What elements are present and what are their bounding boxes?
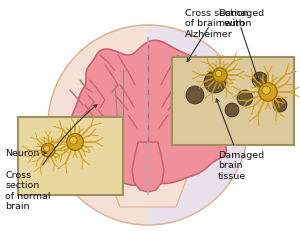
Circle shape — [262, 87, 270, 95]
Circle shape — [208, 76, 222, 89]
Circle shape — [44, 146, 50, 152]
Text: Cross
section
of normal
brain: Cross section of normal brain — [5, 105, 97, 210]
Circle shape — [240, 94, 250, 104]
Polygon shape — [96, 142, 200, 207]
Circle shape — [204, 72, 226, 94]
FancyBboxPatch shape — [172, 58, 294, 146]
Circle shape — [215, 71, 222, 78]
Circle shape — [259, 84, 277, 102]
Text: Cross section
of brain with
Alzheimer: Cross section of brain with Alzheimer — [185, 9, 248, 39]
Polygon shape — [70, 41, 244, 186]
Circle shape — [190, 90, 200, 101]
Circle shape — [225, 104, 239, 118]
Circle shape — [70, 137, 77, 144]
Circle shape — [273, 98, 287, 112]
Wedge shape — [148, 26, 248, 225]
Circle shape — [41, 144, 55, 157]
Circle shape — [67, 134, 83, 151]
Circle shape — [228, 106, 236, 115]
Circle shape — [252, 73, 268, 89]
FancyBboxPatch shape — [18, 118, 123, 195]
Text: Damaged
brain
tissue: Damaged brain tissue — [216, 99, 264, 180]
Circle shape — [213, 68, 227, 83]
Circle shape — [276, 102, 284, 110]
Text: Neuron: Neuron — [5, 149, 46, 158]
Wedge shape — [48, 26, 148, 225]
Polygon shape — [132, 142, 164, 192]
Circle shape — [255, 76, 265, 86]
Text: Damaged
neuron: Damaged neuron — [218, 9, 264, 28]
Circle shape — [237, 91, 253, 106]
Circle shape — [186, 87, 204, 104]
